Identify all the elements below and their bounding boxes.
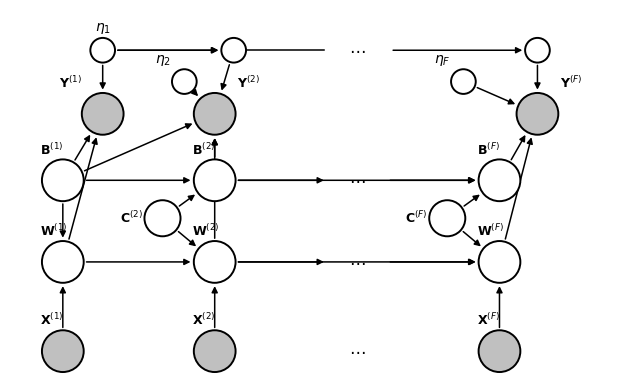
Text: $\mathbf{W}^{(1)}$: $\mathbf{W}^{(1)}$ [40, 223, 67, 239]
Text: $\cdots$: $\cdots$ [349, 342, 366, 360]
Text: $\eta_2$: $\eta_2$ [155, 53, 171, 68]
Text: $\mathbf{B}^{(2)}$: $\mathbf{B}^{(2)}$ [192, 142, 215, 158]
Text: $\mathbf{X}^{(F)}$: $\mathbf{X}^{(F)}$ [477, 312, 500, 328]
Text: $\mathbf{Y}^{(1)}$: $\mathbf{Y}^{(1)}$ [59, 75, 82, 91]
Circle shape [479, 160, 520, 201]
Circle shape [194, 93, 236, 135]
Text: $\mathbf{Y}^{(2)}$: $\mathbf{Y}^{(2)}$ [238, 75, 260, 91]
Text: $\mathbf{W}^{(2)}$: $\mathbf{W}^{(2)}$ [192, 223, 220, 239]
Text: $\cdots$: $\cdots$ [349, 171, 366, 189]
Text: $\eta_1$: $\eta_1$ [95, 21, 110, 36]
Text: $\eta_F$: $\eta_F$ [434, 53, 450, 68]
Circle shape [194, 160, 236, 201]
Circle shape [451, 69, 475, 94]
Circle shape [194, 241, 236, 283]
Circle shape [525, 38, 550, 62]
Circle shape [82, 93, 124, 135]
Text: $\cdots$: $\cdots$ [349, 253, 366, 271]
Text: $\mathbf{W}^{(F)}$: $\mathbf{W}^{(F)}$ [477, 223, 504, 239]
Circle shape [42, 160, 84, 201]
Circle shape [222, 38, 246, 62]
Circle shape [90, 38, 115, 62]
Circle shape [194, 330, 236, 372]
Circle shape [145, 200, 180, 236]
Circle shape [172, 69, 197, 94]
Circle shape [517, 93, 558, 135]
Text: $\mathbf{Y}^{(F)}$: $\mathbf{Y}^{(F)}$ [560, 75, 583, 91]
Circle shape [42, 330, 84, 372]
Circle shape [479, 330, 520, 372]
Text: $\mathbf{C}^{(F)}$: $\mathbf{C}^{(F)}$ [405, 210, 427, 226]
Circle shape [429, 200, 466, 236]
Text: $\mathbf{X}^{(1)}$: $\mathbf{X}^{(1)}$ [40, 312, 64, 328]
Circle shape [42, 241, 84, 283]
Text: $\mathbf{X}^{(2)}$: $\mathbf{X}^{(2)}$ [192, 312, 215, 328]
Text: $\mathbf{B}^{(F)}$: $\mathbf{B}^{(F)}$ [477, 142, 499, 158]
Text: $\mathbf{C}^{(2)}$: $\mathbf{C}^{(2)}$ [120, 210, 142, 226]
Circle shape [479, 241, 520, 283]
Text: $\cdots$: $\cdots$ [349, 41, 366, 59]
Text: $\mathbf{B}^{(1)}$: $\mathbf{B}^{(1)}$ [40, 142, 64, 158]
